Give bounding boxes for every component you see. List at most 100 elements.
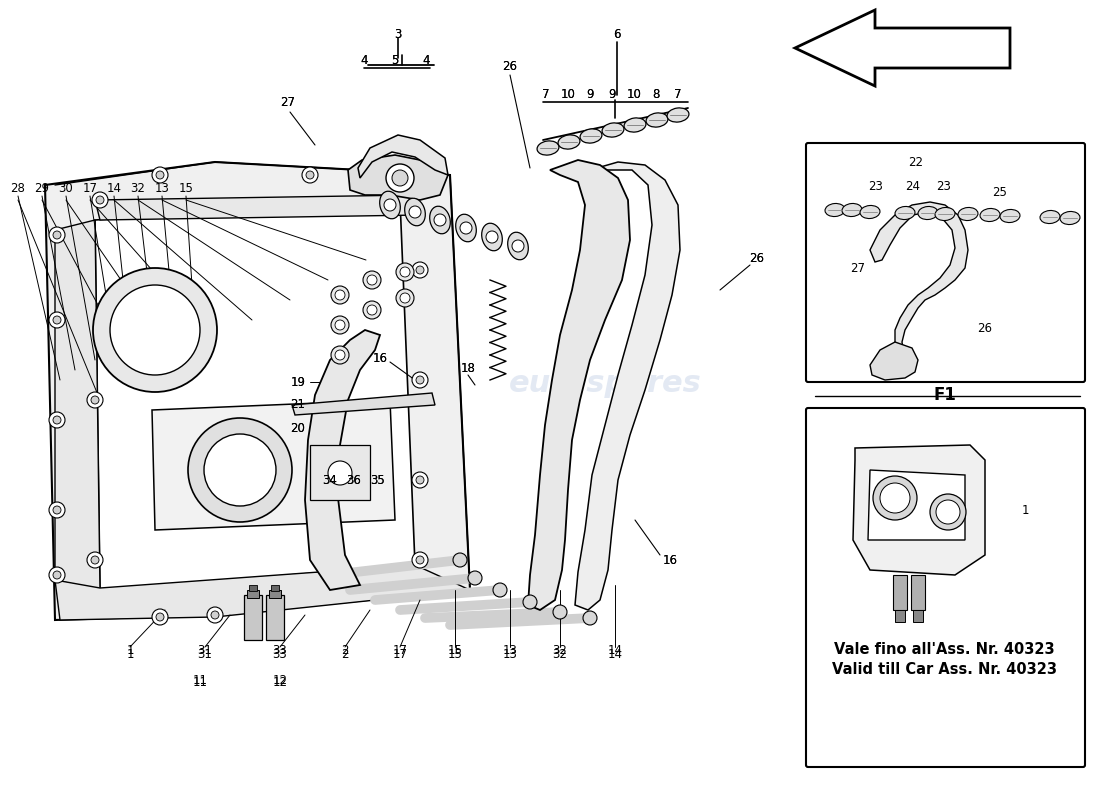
- Polygon shape: [795, 10, 1010, 86]
- Text: 14: 14: [107, 182, 121, 194]
- Text: 27: 27: [280, 97, 296, 110]
- Polygon shape: [292, 393, 434, 415]
- Circle shape: [392, 170, 408, 186]
- Ellipse shape: [895, 206, 915, 219]
- Ellipse shape: [602, 123, 624, 137]
- Text: 14: 14: [607, 649, 623, 662]
- Circle shape: [522, 595, 537, 609]
- Ellipse shape: [1000, 210, 1020, 222]
- Text: 8: 8: [652, 89, 660, 102]
- Circle shape: [930, 494, 966, 530]
- Bar: [893, 575, 907, 610]
- Ellipse shape: [455, 214, 476, 242]
- Circle shape: [204, 434, 276, 506]
- Circle shape: [416, 266, 424, 274]
- Text: 2: 2: [341, 643, 349, 657]
- Text: 16: 16: [662, 554, 678, 566]
- Circle shape: [152, 609, 168, 625]
- Circle shape: [412, 552, 428, 568]
- Ellipse shape: [1060, 211, 1080, 225]
- Text: 6: 6: [614, 29, 620, 42]
- Circle shape: [96, 196, 104, 204]
- Polygon shape: [305, 330, 380, 590]
- Polygon shape: [358, 135, 448, 178]
- Circle shape: [50, 227, 65, 243]
- Text: 31: 31: [198, 649, 212, 662]
- Bar: [244, 595, 262, 640]
- Circle shape: [363, 301, 381, 319]
- Bar: [271, 585, 279, 591]
- Circle shape: [188, 418, 292, 522]
- Circle shape: [363, 271, 381, 289]
- Circle shape: [412, 472, 428, 488]
- Text: 23: 23: [869, 179, 883, 193]
- Polygon shape: [870, 342, 918, 380]
- Circle shape: [91, 396, 99, 404]
- Text: 19: 19: [290, 375, 306, 389]
- Circle shape: [211, 611, 219, 619]
- Bar: [266, 595, 284, 640]
- Circle shape: [91, 556, 99, 564]
- Circle shape: [416, 556, 424, 564]
- Ellipse shape: [958, 207, 978, 221]
- Circle shape: [384, 199, 396, 211]
- Text: 27: 27: [850, 262, 866, 274]
- Text: 6: 6: [614, 29, 620, 42]
- Text: 29: 29: [34, 182, 50, 194]
- Ellipse shape: [379, 191, 400, 218]
- Ellipse shape: [935, 207, 955, 221]
- Circle shape: [412, 262, 428, 278]
- Circle shape: [328, 461, 352, 485]
- Text: 26: 26: [749, 251, 764, 265]
- Circle shape: [409, 206, 421, 218]
- Text: 8: 8: [652, 89, 660, 102]
- Circle shape: [880, 483, 910, 513]
- Text: 17: 17: [82, 182, 98, 194]
- Ellipse shape: [842, 203, 862, 217]
- Text: 1: 1: [126, 649, 134, 662]
- Polygon shape: [870, 202, 968, 355]
- Text: 3: 3: [394, 29, 402, 42]
- Circle shape: [400, 267, 410, 277]
- Ellipse shape: [980, 209, 1000, 222]
- Circle shape: [331, 286, 349, 304]
- Ellipse shape: [508, 232, 528, 260]
- Circle shape: [50, 312, 65, 328]
- Text: 24: 24: [905, 179, 921, 193]
- Text: 16: 16: [373, 351, 387, 365]
- Circle shape: [92, 192, 108, 208]
- Circle shape: [331, 316, 349, 334]
- Circle shape: [302, 167, 318, 183]
- Text: 32: 32: [552, 649, 568, 662]
- Text: 16: 16: [662, 554, 678, 566]
- Text: eurospares: eurospares: [101, 370, 295, 398]
- Ellipse shape: [825, 203, 845, 217]
- Text: 4: 4: [422, 54, 430, 66]
- Circle shape: [396, 263, 414, 281]
- Circle shape: [156, 613, 164, 621]
- Text: 20: 20: [290, 422, 306, 434]
- Circle shape: [412, 372, 428, 388]
- Ellipse shape: [430, 206, 450, 234]
- Text: 11: 11: [192, 674, 208, 686]
- Ellipse shape: [646, 113, 668, 127]
- FancyBboxPatch shape: [806, 408, 1085, 767]
- Polygon shape: [348, 155, 448, 200]
- Circle shape: [152, 167, 168, 183]
- Circle shape: [53, 316, 60, 324]
- Text: 4: 4: [361, 54, 367, 66]
- Circle shape: [402, 172, 418, 188]
- Text: 5: 5: [392, 54, 398, 66]
- Circle shape: [367, 305, 377, 315]
- Text: 21: 21: [290, 398, 306, 411]
- Circle shape: [468, 571, 482, 585]
- Circle shape: [460, 222, 472, 234]
- Ellipse shape: [537, 141, 559, 155]
- Ellipse shape: [1040, 210, 1060, 223]
- Polygon shape: [852, 445, 984, 575]
- Ellipse shape: [918, 206, 938, 219]
- Ellipse shape: [580, 129, 602, 143]
- Text: 9: 9: [586, 89, 594, 102]
- Polygon shape: [528, 160, 630, 610]
- Text: 34: 34: [322, 474, 338, 486]
